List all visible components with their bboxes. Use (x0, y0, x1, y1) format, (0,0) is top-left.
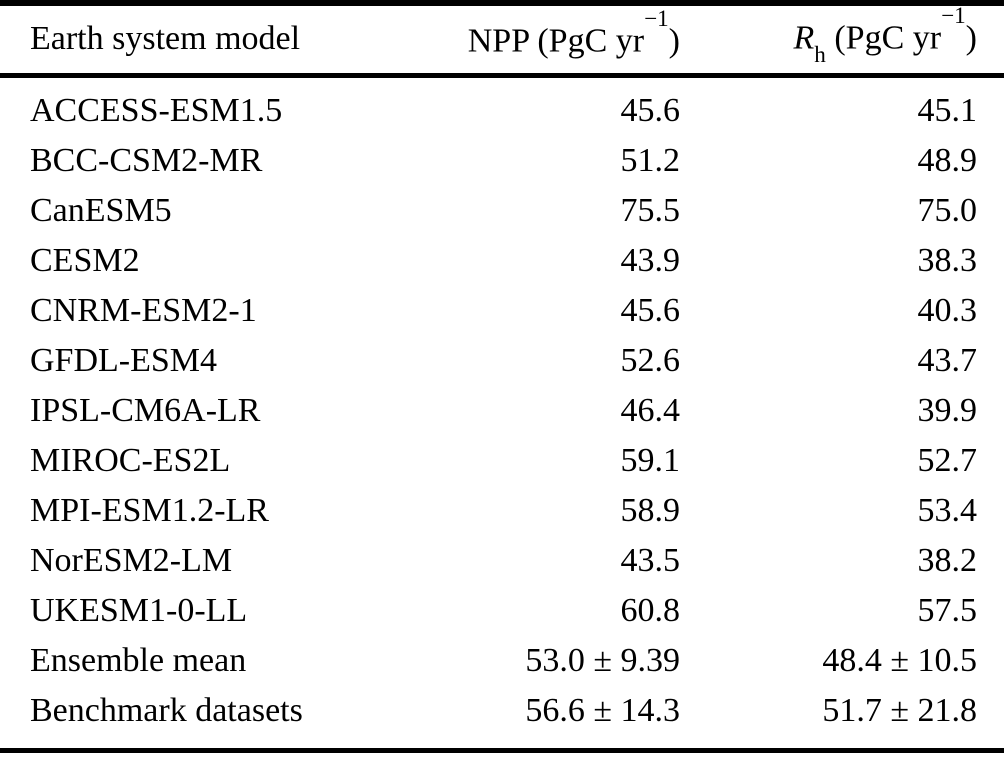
header-row: Earth system model NPP (PgC yr−1) Rh (Pg… (0, 2, 1004, 78)
table-row: BCC-CSM2-MR 51.2 48.9 (0, 136, 1004, 186)
rh-variable-subscript: h (814, 42, 826, 69)
model-name-cell: BCC-CSM2-MR (30, 141, 263, 179)
model-name-cell: Benchmark datasets (0, 685, 390, 753)
model-name-cell: UKESM1-0-LL (30, 591, 248, 629)
rh-value-cell: 43.7 (917, 341, 978, 379)
rh-value-cell: 45.1 (917, 91, 978, 129)
rh-value-cell: 38.3 (917, 241, 978, 279)
table-row: IPSL-CM6A-LR 46.4 39.9 (0, 386, 1004, 436)
rh-value-cell: 52.7 (917, 441, 978, 479)
table-body: ACCESS-ESM1.5 45.6 45.1 BCC-CSM2-MR 51.2… (0, 75, 1004, 753)
npp-unit-superscript: −1 (644, 5, 669, 32)
rh-value-cell: 57.5 (917, 591, 978, 629)
table-row: CanESM5 75.5 75.0 (0, 186, 1004, 236)
model-name-cell: NorESM2-LM (30, 541, 233, 579)
npp-unit-close-paren: ) (668, 21, 680, 59)
model-name-cell: MPI-ESM1.2-LR (30, 491, 269, 529)
table-row: ACCESS-ESM1.5 45.6 45.1 (0, 75, 1004, 136)
rh-value-cell: 53.4 (917, 491, 978, 529)
rh-value-cell: 38.2 (917, 541, 978, 579)
table-row: UKESM1-0-LL 60.8 57.5 (0, 586, 1004, 636)
npp-value-cell: 60.8 (620, 591, 681, 629)
npp-value-cell: 45.6 (620, 91, 681, 129)
model-name-cell: Ensemble mean (30, 641, 247, 679)
npp-unit-text: NPP (PgC yr (467, 21, 645, 59)
npp-value-cell: 56.6 ± 14.3 (390, 685, 680, 753)
rh-value-cell: 75.0 (917, 191, 978, 229)
rh-value-cell: 40.3 (917, 291, 978, 329)
table-row: MPI-ESM1.2-LR 58.9 53.4 (0, 486, 1004, 536)
model-name-cell: ACCESS-ESM1.5 (30, 91, 283, 129)
table-row-ensemble-mean: Ensemble mean 53.0 ± 9.39 48.4 ± 10.5 (0, 636, 1004, 686)
npp-value-cell: 46.4 (620, 391, 681, 429)
npp-value-cell: 51.2 (620, 141, 681, 179)
npp-value-cell: 59.1 (620, 441, 681, 479)
table-row: CESM2 43.9 38.3 (0, 236, 1004, 286)
rh-unit-close-paren: ) (965, 19, 977, 57)
rh-value-cell: 39.9 (917, 391, 978, 429)
npp-value-cell: 43.5 (620, 541, 681, 579)
table-row: GFDL-ESM4 52.6 43.7 (0, 336, 1004, 386)
rh-value-cell: 51.7 ± 21.8 (680, 685, 1004, 753)
col-header-rh: Rh (PgC yr−1) (680, 2, 1004, 78)
col-header-model: Earth system model (0, 3, 390, 78)
npp-value-cell: 53.0 ± 9.39 (525, 641, 680, 679)
model-name-cell: GFDL-ESM4 (30, 341, 218, 379)
npp-value-cell: 52.6 (620, 341, 681, 379)
rh-value-cell: 48.4 ± 10.5 (822, 641, 977, 679)
table-header: Earth system model NPP (PgC yr−1) Rh (Pg… (0, 2, 1004, 78)
rh-unit-text: (PgC yr (825, 19, 942, 57)
model-name-cell: CESM2 (30, 241, 140, 279)
table-row-benchmark-datasets: Benchmark datasets 56.6 ± 14.3 51.7 ± 21… (0, 685, 1004, 753)
col-header-npp: NPP (PgC yr−1) (390, 3, 680, 78)
table-row: MIROC-ES2L 59.1 52.7 (0, 436, 1004, 486)
npp-value-cell: 45.6 (620, 291, 681, 329)
table-row: NorESM2-LM 43.5 38.2 (0, 536, 1004, 586)
npp-value-cell: 43.9 (620, 241, 681, 279)
model-name-cell: IPSL-CM6A-LR (30, 391, 261, 429)
model-name-cell: MIROC-ES2L (30, 441, 231, 479)
rh-variable-symbol: R (793, 19, 815, 57)
rh-value-cell: 48.9 (917, 141, 978, 179)
table-row: CNRM-ESM2-1 45.6 40.3 (0, 286, 1004, 336)
npp-value-cell: 75.5 (620, 191, 681, 229)
npp-value-cell: 58.9 (620, 491, 681, 529)
model-name-cell: CNRM-ESM2-1 (30, 291, 257, 329)
model-name-cell: CanESM5 (30, 191, 172, 229)
rh-unit-superscript: −1 (941, 2, 966, 29)
